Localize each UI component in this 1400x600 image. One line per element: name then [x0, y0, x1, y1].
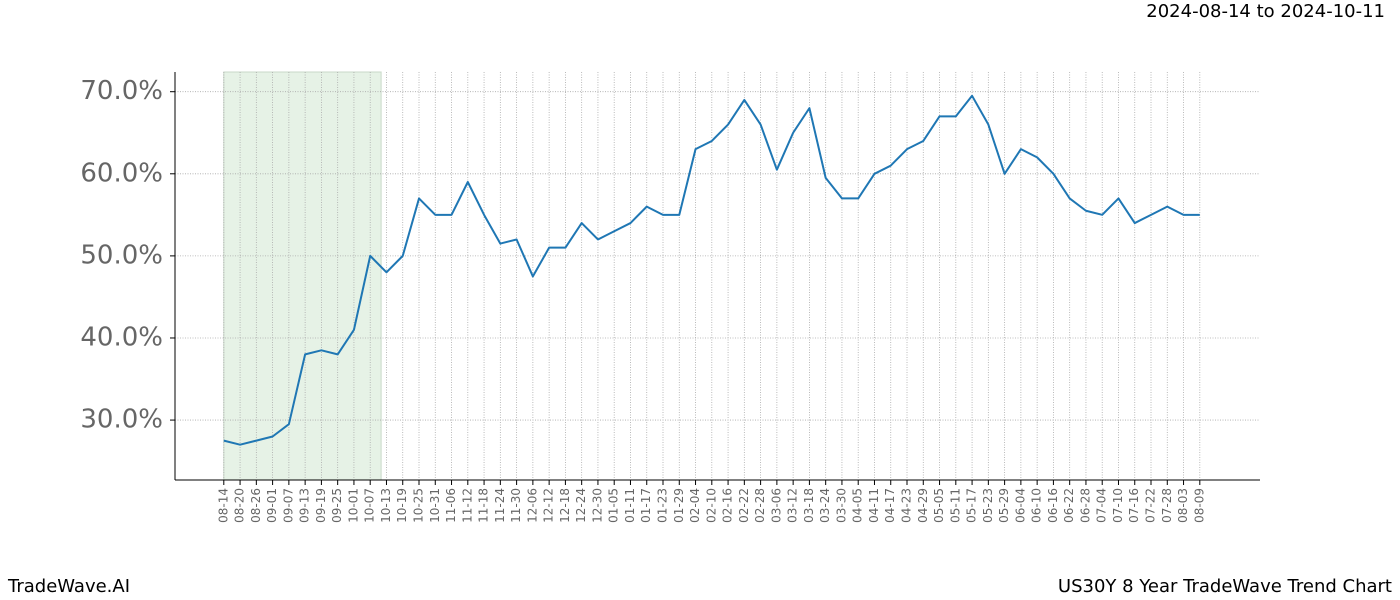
x-tick-label: 11-24 [493, 488, 507, 523]
x-tick-label: 01-23 [656, 488, 670, 523]
x-tick-label: 08-20 [233, 488, 247, 523]
chart-title: 2024-08-14 to 2024-10-11 [1146, 1, 1385, 22]
x-tick-label: 07-28 [1160, 488, 1174, 523]
x-tick-label: 02-16 [721, 488, 735, 523]
x-tick-label: 10-13 [379, 488, 393, 523]
x-tick-label: 03-24 [818, 488, 832, 523]
y-tick-label: 70.0% [80, 76, 163, 106]
x-tick-label: 11-12 [460, 488, 474, 523]
x-tick-label: 04-23 [900, 488, 914, 523]
x-tick-label: 10-01 [346, 488, 360, 523]
x-tick-label: 06-16 [1046, 488, 1060, 523]
x-tick-label: 06-22 [1062, 488, 1076, 523]
y-tick-label: 30.0% [80, 405, 163, 435]
x-tick-label: 01-17 [639, 488, 653, 523]
x-tick-label: 01-05 [607, 488, 621, 523]
x-tick-label: 04-11 [867, 488, 881, 523]
x-tick-label: 08-03 [1176, 488, 1190, 523]
x-tick-label: 03-12 [786, 488, 800, 523]
x-tick-label: 04-29 [916, 488, 930, 523]
x-tick-label: 11-06 [444, 488, 458, 523]
x-tick-label: 09-19 [314, 488, 328, 523]
x-tick-label: 03-30 [834, 488, 848, 523]
x-tick-label: 07-04 [1095, 488, 1109, 523]
x-tick-label: 08-14 [216, 488, 230, 523]
x-tick-label: 05-29 [997, 488, 1011, 523]
highlight-band [223, 71, 382, 481]
x-tick-label: 03-06 [769, 488, 783, 523]
x-tick-label: 05-05 [932, 488, 946, 523]
x-tick-label: 05-11 [948, 488, 962, 523]
x-tick-label: 04-17 [883, 488, 897, 523]
x-tick-label: 12-18 [558, 488, 572, 523]
x-tick-label: 06-28 [1078, 488, 1092, 523]
y-tick-label: 40.0% [80, 322, 163, 352]
x-tick-label: 12-12 [542, 488, 556, 523]
x-tick-label: 04-05 [851, 488, 865, 523]
x-tick-label: 02-10 [704, 488, 718, 523]
x-tick-label: 11-18 [477, 488, 491, 523]
x-tick-label: 08-26 [249, 488, 263, 523]
x-tick-label: 10-19 [395, 488, 409, 523]
x-tick-label: 12-24 [574, 488, 588, 523]
x-tick-label: 02-04 [688, 488, 702, 523]
x-tick-label: 09-07 [281, 488, 295, 523]
x-tick-label: 12-06 [525, 488, 539, 523]
brand: TradeWave.AI [7, 576, 130, 597]
x-tick-label: 05-23 [981, 488, 995, 523]
y-tick-label: 60.0% [80, 158, 163, 188]
x-tick-label: 05-17 [965, 488, 979, 523]
x-tick-label: 01-29 [672, 488, 686, 523]
line-series [223, 94, 1200, 446]
x-tick-label: 10-25 [412, 488, 426, 523]
x-tick-label: 09-25 [330, 488, 344, 523]
x-tick-label: 07-22 [1144, 488, 1158, 523]
x-tick-label: 10-07 [363, 488, 377, 523]
x-tick-label: 12-30 [590, 488, 604, 523]
x-tick-label: 09-01 [265, 488, 279, 523]
y-tick-label: 50.0% [80, 240, 163, 270]
x-tick-label: 11-30 [509, 488, 523, 523]
x-tick-label: 01-11 [623, 488, 637, 523]
x-tick-label: 06-04 [1013, 488, 1027, 523]
chart-subtitle: US30Y 8 Year TradeWave Trend Chart [1058, 576, 1392, 597]
x-tick-label: 07-10 [1111, 488, 1125, 523]
x-tick-label: 09-13 [298, 488, 312, 523]
x-tick-label: 10-31 [428, 488, 442, 523]
x-tick-label: 06-10 [1030, 488, 1044, 523]
x-tick-label: 02-28 [753, 488, 767, 523]
x-tick-label: 08-09 [1192, 488, 1206, 523]
x-tick-label: 07-16 [1127, 488, 1141, 523]
x-tick-label: 03-18 [802, 488, 816, 523]
x-tick-label: 02-22 [737, 488, 751, 523]
